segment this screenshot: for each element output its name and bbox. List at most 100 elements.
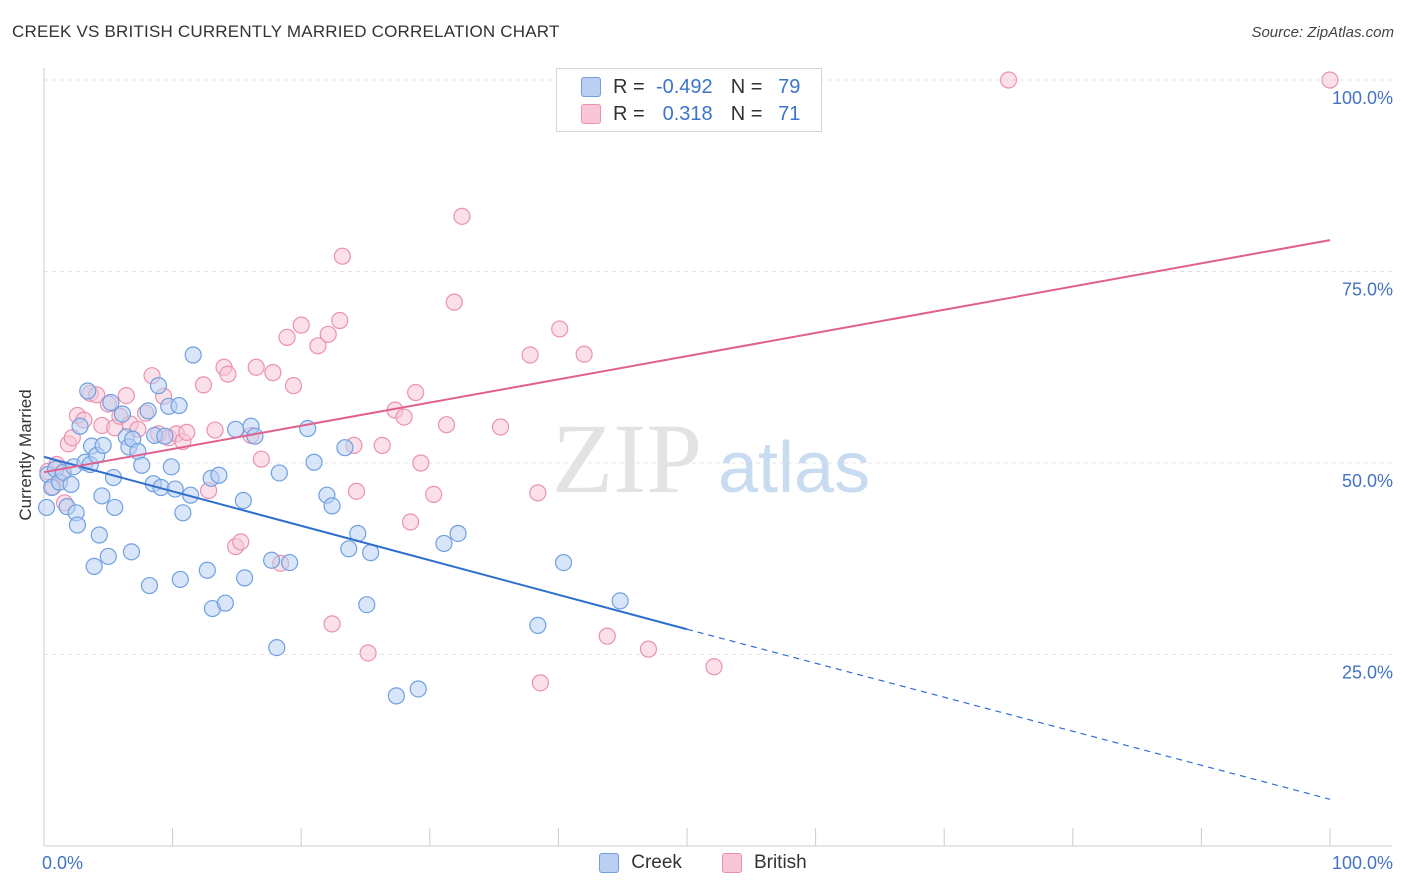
british-point	[247, 358, 265, 376]
x-tick-marks	[43, 828, 1331, 846]
correlation-legend: R = -0.492 N = 79 R = 0.318 N = 71	[556, 68, 822, 132]
british-point	[407, 383, 425, 402]
legend-n-value: 71	[778, 102, 801, 125]
creek-trend-line	[43, 455, 688, 631]
creek-point	[263, 551, 281, 569]
british-point	[705, 658, 723, 676]
creek-point	[156, 427, 174, 445]
creek-point	[305, 453, 323, 471]
british-point	[292, 316, 310, 334]
creek-point	[362, 544, 380, 562]
creek-point	[90, 526, 108, 544]
british-point	[347, 482, 366, 500]
british-point	[575, 345, 593, 363]
creek-point	[409, 680, 427, 698]
creek-point	[99, 547, 117, 566]
trend-lines	[43, 239, 1331, 800]
x-tick-label: 100.0%	[1332, 853, 1393, 873]
british-point	[395, 408, 413, 426]
creek-point	[139, 402, 157, 420]
source-label: Source: ZipAtlas.com	[1251, 24, 1394, 41]
british-point	[491, 418, 510, 436]
creek-point	[270, 464, 288, 482]
legend-r-value: -0.492	[655, 75, 713, 98]
creek-trend-extension	[686, 628, 1331, 800]
creek-point	[227, 420, 245, 438]
british-point	[401, 513, 420, 531]
british-point	[219, 365, 237, 383]
creek-point	[122, 543, 141, 561]
british-point	[531, 674, 549, 692]
british-point	[323, 615, 341, 633]
british-point	[551, 320, 569, 338]
british-point	[284, 377, 303, 395]
legend-item-creek[interactable]: Creek	[599, 852, 682, 874]
legend-r-label: R =	[613, 75, 645, 98]
creek-point	[234, 491, 252, 510]
legend-label-british: British	[753, 852, 807, 873]
british-point	[373, 436, 391, 454]
creek-point	[236, 569, 254, 587]
creek-point	[336, 439, 354, 457]
british-point	[232, 533, 250, 551]
series-legend: Creek British	[0, 852, 1406, 874]
x-tick-labels: 0.0% 100.0%	[42, 853, 1393, 873]
creek-swatch-icon	[581, 77, 601, 97]
watermark-atlas: atlas	[718, 428, 870, 508]
legend-n-label: N =	[730, 75, 763, 98]
y-tick-label: 50.0%	[1342, 471, 1393, 491]
creek-point	[102, 393, 120, 412]
y-tick-labels: 100.0% 75.0% 50.0% 25.0%	[1332, 88, 1393, 683]
creek-point	[94, 436, 112, 454]
british-point	[999, 71, 1018, 89]
creek-point	[554, 553, 573, 572]
legend-n-value: 79	[778, 75, 801, 98]
creek-point	[216, 594, 234, 612]
legend-item-british[interactable]: British	[721, 852, 807, 874]
british-point	[412, 454, 430, 472]
british-trend-line	[43, 239, 1331, 474]
british-point	[117, 386, 135, 405]
british-point	[529, 484, 547, 502]
creek-point	[435, 534, 453, 553]
british-point	[264, 364, 282, 382]
british-point	[178, 423, 196, 441]
creek-point	[184, 346, 202, 364]
creek-point	[281, 553, 299, 572]
creek-point	[140, 576, 159, 595]
creek-point	[611, 592, 629, 610]
watermark: ZIP atlas	[552, 403, 870, 514]
creek-point	[166, 480, 184, 498]
british-point	[425, 485, 443, 504]
creek-point	[149, 377, 168, 395]
british-points	[39, 71, 1339, 692]
british-point	[333, 247, 351, 265]
creek-point	[85, 557, 103, 576]
british-point	[445, 293, 463, 311]
creek-point	[246, 427, 264, 445]
creek-point	[174, 504, 192, 522]
creek-point	[449, 524, 467, 543]
y-tick-label: 25.0%	[1342, 663, 1393, 683]
legend-n-label: N =	[730, 102, 763, 125]
creek-point	[171, 570, 189, 589]
british-point	[206, 421, 224, 439]
creek-point	[68, 516, 87, 534]
british-point	[639, 640, 658, 658]
chart-title: CREEK VS BRITISH CURRENTLY MARRIED CORRE…	[12, 22, 560, 41]
creek-point	[210, 466, 228, 484]
british-point	[598, 627, 616, 645]
creek-point	[133, 456, 151, 474]
british-point	[1321, 71, 1339, 89]
creek-point	[37, 498, 56, 517]
creek-point	[170, 396, 188, 415]
watermark-zip: ZIP	[552, 403, 702, 514]
british-legend-icon	[721, 853, 742, 873]
legend-r-label: R =	[613, 102, 645, 125]
legend-row-british: R = 0.318 N = 71	[581, 102, 800, 126]
legend-label-creek: Creek	[631, 852, 682, 873]
british-swatch-icon	[581, 104, 601, 124]
creek-point	[106, 498, 124, 517]
creek-legend-icon	[599, 853, 620, 873]
